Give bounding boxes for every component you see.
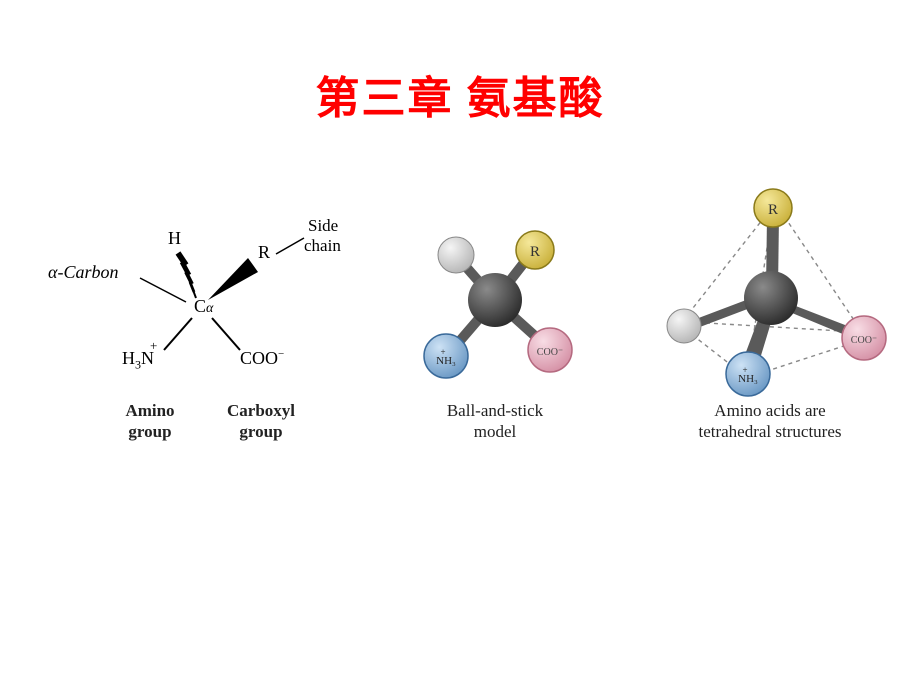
tetrahedral-panel: R COO⁻ + NH₃ Amino acids are tetrahedral… bbox=[640, 180, 900, 460]
r-atom-label: R bbox=[530, 244, 540, 260]
coo-atom-label-3: COO⁻ bbox=[851, 335, 877, 346]
ball-stick-caption-1: Ball-and-stick bbox=[447, 401, 543, 420]
amino-formula-label: H3N+ bbox=[122, 348, 154, 373]
diagrams-container: α-Carbon H R Side chain Cα H3N+ COO− Ami… bbox=[0, 200, 920, 500]
alpha-carbon-label: α-Carbon bbox=[48, 262, 118, 283]
tetrahedral-caption: Amino acids are tetrahedral structures bbox=[640, 400, 900, 443]
side-chain-label-1: Side bbox=[308, 216, 338, 236]
coo-atom-label: COO⁻ bbox=[537, 347, 563, 358]
amino-group-caption: Amino group bbox=[110, 400, 190, 443]
structural-formula-panel: α-Carbon H R Side chain Cα H3N+ COO− Ami… bbox=[30, 200, 350, 460]
carboxyl-caption-2: group bbox=[239, 422, 282, 441]
amino-caption-1: Amino bbox=[125, 401, 174, 420]
ball-stick-panel: R + NH₃ COO⁻ Ball-and-stick model bbox=[390, 200, 600, 460]
r-atom-label-3: R bbox=[768, 202, 778, 218]
ball-stick-caption-2: model bbox=[474, 422, 517, 441]
title-text: 第三章 氨基酸 bbox=[316, 74, 605, 123]
carboxyl-caption-1: Carboxyl bbox=[227, 401, 295, 420]
c-alpha-label: Cα bbox=[194, 296, 213, 317]
tetra-caption-2: tetrahedral structures bbox=[698, 422, 841, 441]
side-chain-label-2: chain bbox=[304, 236, 341, 256]
nh3-atom-label: NH₃ bbox=[436, 355, 456, 367]
carboxyl-group-caption: Carboxyl group bbox=[216, 400, 306, 443]
nh3-atom-label-3: NH₃ bbox=[738, 373, 758, 385]
page-title: 第三章 氨基酸 bbox=[0, 0, 920, 126]
ball-stick-caption: Ball-and-stick model bbox=[390, 400, 600, 443]
h-label: H bbox=[168, 228, 181, 249]
carboxyl-formula-label: COO− bbox=[240, 348, 284, 369]
amino-caption-2: group bbox=[128, 422, 171, 441]
r-label: R bbox=[258, 242, 270, 263]
tetra-caption-1: Amino acids are bbox=[714, 401, 825, 420]
